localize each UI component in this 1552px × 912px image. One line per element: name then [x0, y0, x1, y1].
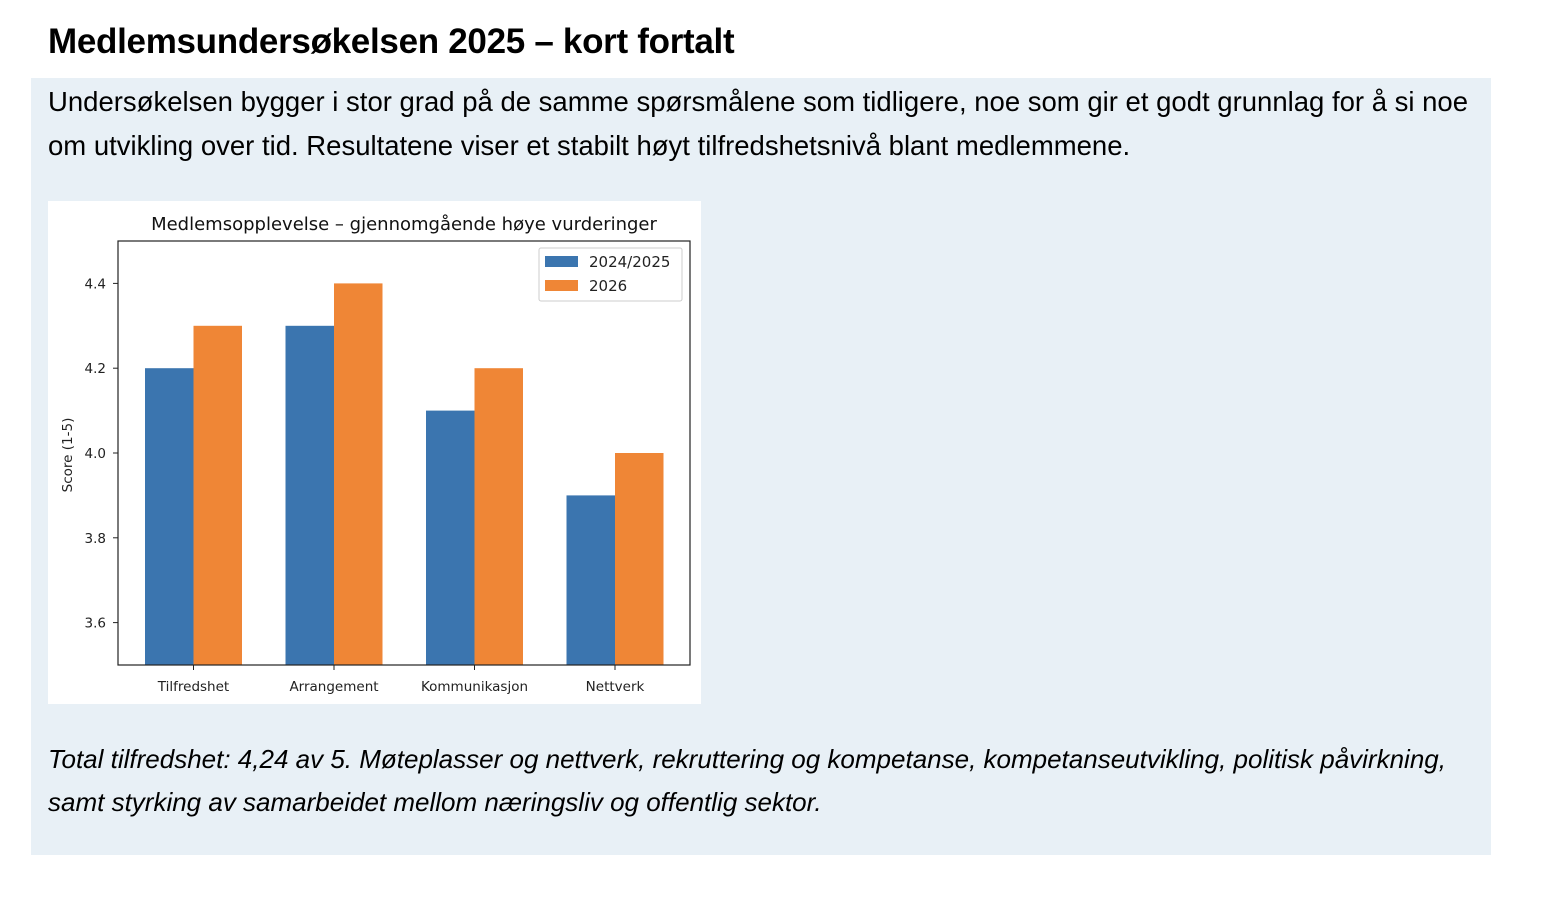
bar-arrangement-2024-2025 [285, 325, 334, 665]
y-tick-label-4-0: 4.0 [85, 446, 106, 462]
chart-svg: Medlemsopplevelse – gjennomgående høye v… [60, 214, 691, 695]
y-axis-label: Score (1-5) [60, 418, 76, 493]
legend-swatch-2024-2025 [545, 256, 578, 267]
y-ticks: 3.6 3.8 4.0 4.2 4.4 [85, 276, 118, 632]
bar-arrangement-2026 [334, 283, 383, 665]
plot-frame [117, 240, 691, 666]
x-ticks: Tilfredshet Arrangement Kommunikasjon Nettv… [157, 665, 645, 695]
intro-paragraph: Undersøkelsen bygger i stor grad på de s… [48, 86, 1469, 161]
chart-title: Medlemsopplevelse – gjennomgående høye v… [151, 214, 657, 235]
x-tick-label-kommunikasjon: Kommunikasjon [421, 679, 528, 695]
y-tick-label-3-8: 3.8 [85, 531, 106, 547]
x-tick-label-arrangement: Arrangement [289, 679, 378, 695]
bar-nettverk-2024-2025 [566, 495, 615, 665]
y-tick-label-4-2: 4.2 [85, 361, 106, 377]
y-tick-label-3-6: 3.6 [85, 616, 106, 632]
page-title: Medlemsundersøkelsen 2025 – kort fortalt [48, 22, 735, 61]
legend-label-2024-2025: 2024/2025 [589, 253, 670, 271]
bar-kommunikasjon-2024-2025 [426, 410, 475, 665]
bar-tilfredshet-2024-2025 [145, 368, 194, 665]
x-tick-label-nettverk: Nettverk [586, 679, 645, 695]
x-tick-label-tilfredshet: Tilfredshet [157, 679, 229, 695]
legend-label-2026: 2026 [589, 277, 627, 295]
summary-paragraph: Total tilfredshet: 4,24 av 5. Møteplasse… [48, 744, 1446, 817]
y-tick-label-4-4: 4.4 [85, 276, 106, 292]
legend: 2024/2025 2026 [538, 247, 683, 302]
bars-layer [145, 283, 664, 665]
bar-tilfredshet-2026 [193, 325, 242, 665]
bar-kommunikasjon-2026 [474, 368, 523, 665]
legend-swatch-2026 [545, 280, 578, 291]
bar-nettverk-2026 [615, 453, 664, 665]
bar-chart: Medlemsopplevelse – gjennomgående høye v… [48, 201, 701, 704]
